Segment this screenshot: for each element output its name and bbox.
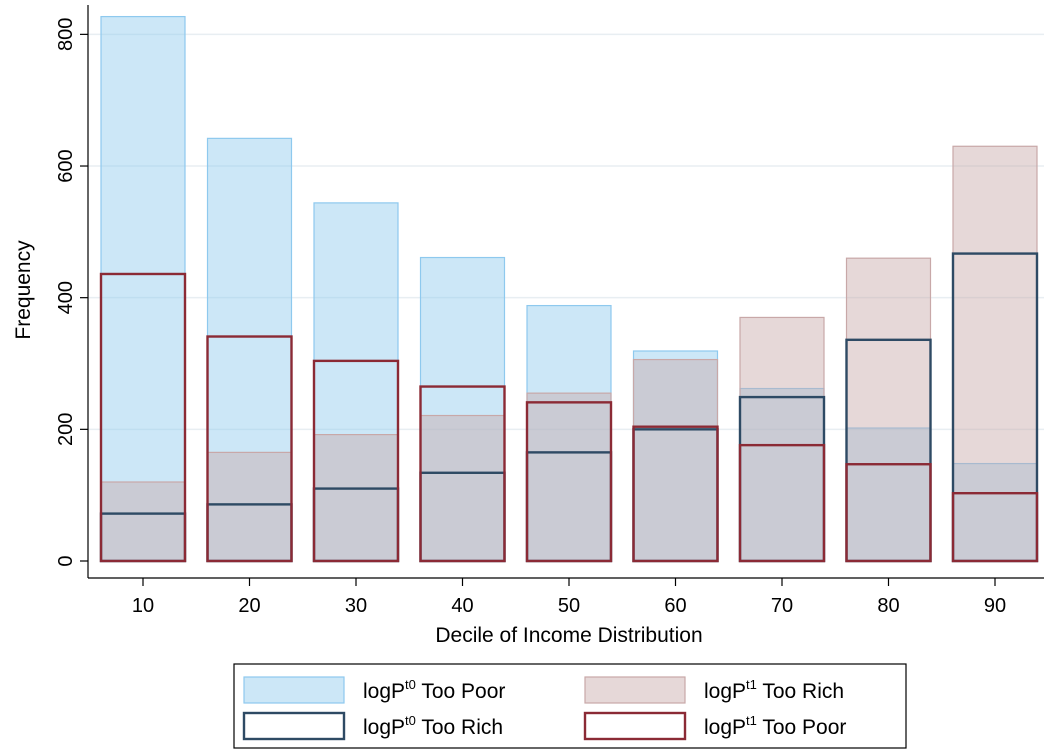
- x-tick-label: 80: [877, 595, 899, 617]
- bar-filled: [419, 256, 506, 562]
- bar-filled: [739, 316, 825, 562]
- x-axis-label: Decile of Income Distribution: [435, 624, 702, 647]
- axes: [80, 5, 1044, 586]
- legend-label: logPt1 Too Rich: [704, 677, 844, 703]
- bar-outline: [206, 335, 293, 563]
- x-tick-label: 50: [558, 595, 580, 617]
- y-tick-label: 600: [55, 149, 77, 182]
- legend-label: logPt1 Too Poor: [704, 713, 846, 739]
- bar-outline: [632, 425, 719, 563]
- bar-filled: [845, 257, 932, 562]
- legend-label: logPt0 Too Rich: [363, 713, 503, 739]
- x-tick-label: 20: [238, 595, 260, 617]
- legend-swatch: [584, 676, 686, 704]
- bar-filled: [100, 481, 186, 562]
- bar-filled: [313, 434, 399, 562]
- x-tick-label: 40: [451, 595, 473, 617]
- x-tick-label: 30: [345, 595, 367, 617]
- legend-swatch: [242, 711, 346, 741]
- bar-filled: [100, 15, 186, 562]
- tick-labels: 0 200 400 600 800 10 20 30 40 50 60 70 80 90: [55, 18, 1006, 617]
- x-tick-label: 10: [132, 595, 154, 617]
- bars: [99, 15, 1039, 563]
- y-tick-label: 400: [55, 281, 77, 314]
- bar-outline: [525, 401, 613, 563]
- bar-filled: [526, 392, 612, 562]
- x-tick-label: 70: [771, 595, 793, 617]
- legend-box: [233, 663, 907, 749]
- bar-filled: [206, 137, 293, 562]
- bar-outline: [738, 443, 826, 563]
- legend-swatch: [583, 711, 687, 741]
- bar-outline: [99, 272, 187, 563]
- y-tick-label: 0: [55, 555, 77, 566]
- gridlines: [88, 33, 1044, 431]
- y-tick-label: 200: [55, 413, 77, 446]
- bar-filled: [206, 451, 293, 562]
- y-axis-label: Frequency: [12, 240, 35, 340]
- bar-outline: [312, 359, 400, 563]
- x-tick-label: 90: [984, 595, 1006, 617]
- bar-outline: [951, 491, 1039, 563]
- y-tick-label: 800: [55, 18, 77, 51]
- bar-filled: [952, 145, 1038, 562]
- legend-swatch: [243, 676, 345, 704]
- legend-label: logPt0 Too Poor: [363, 677, 505, 703]
- bar-filled: [419, 414, 506, 562]
- x-tick-label: 60: [664, 595, 686, 617]
- bar-outline: [419, 385, 506, 563]
- bar-filled: [526, 304, 612, 562]
- bar-outline: [845, 463, 932, 563]
- legend: logPt0 Too Poor logPt1 Too Rich logPt0 Too…: [233, 663, 907, 749]
- bar-filled: [632, 358, 719, 562]
